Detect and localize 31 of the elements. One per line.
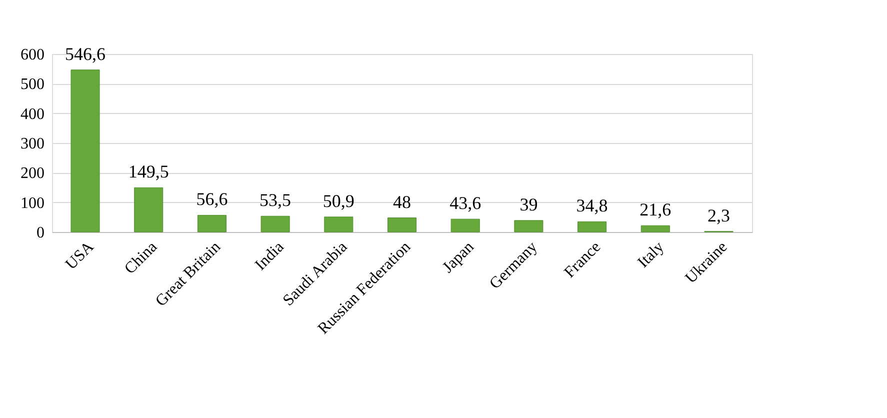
x-tick-label: Italy — [634, 238, 668, 272]
data-label: 546,6 — [65, 44, 106, 64]
y-tick-label: 200 — [20, 165, 44, 182]
data-label: 50,9 — [322, 190, 354, 211]
data-label: 21,6 — [640, 200, 672, 220]
y-tick-label: 500 — [20, 76, 44, 94]
data-label: 2,3 — [707, 205, 730, 226]
bar — [134, 187, 164, 232]
bar — [260, 216, 290, 232]
data-label: 39 — [520, 194, 538, 214]
bar — [514, 220, 544, 232]
data-label: 149,5 — [128, 162, 169, 182]
bar — [640, 225, 670, 232]
data-label: 48 — [393, 192, 411, 212]
bar — [324, 216, 354, 232]
bar — [578, 221, 607, 232]
data-label: 43,6 — [450, 193, 482, 214]
x-tick-label: USA — [62, 238, 98, 274]
bar — [450, 218, 480, 232]
data-label: 34,8 — [576, 196, 608, 216]
bar — [387, 218, 417, 232]
y-tick-label: 100 — [20, 194, 44, 212]
data-label: 56,6 — [196, 189, 228, 210]
x-tick-label: India — [252, 238, 288, 274]
bar — [197, 214, 226, 232]
data-label: 53,5 — [260, 190, 292, 210]
y-tick-label: 600 — [20, 46, 44, 64]
y-tick-label: 0 — [36, 224, 44, 242]
y-tick-label: 400 — [20, 106, 44, 123]
bar — [70, 70, 100, 232]
y-tick-label: 300 — [20, 136, 44, 152]
